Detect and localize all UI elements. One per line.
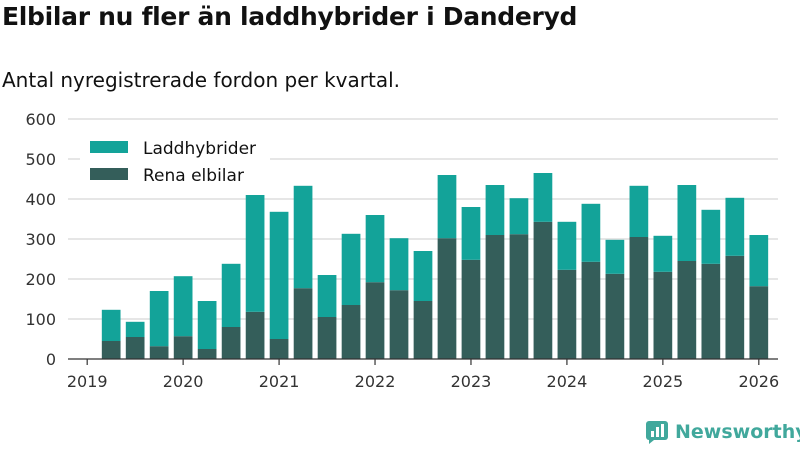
bar-rena-elbilar [653,271,673,359]
bar-laddhybrider [245,195,265,312]
bar-rena-elbilar [197,349,217,359]
bar-laddhybrider [437,175,457,239]
legend-swatch [90,141,128,153]
bar-rena-elbilar [629,237,649,359]
bar-rena-elbilar [317,317,337,359]
bar-laddhybrider [461,207,481,260]
bar-laddhybrider [485,185,505,235]
bar-rena-elbilar [365,282,385,359]
x-tick-label: 2022 [355,372,396,391]
newsworthy-logo-icon [646,421,668,444]
bar-rena-elbilar [605,273,625,359]
bar-laddhybrider [677,185,697,261]
bar-laddhybrider [293,185,313,289]
legend-label: Laddhybrider [143,139,256,159]
y-tick-label: 0 [46,350,56,369]
x-tick-label: 2025 [643,372,684,391]
bar-laddhybrider [341,233,361,305]
bar-laddhybrider [509,198,529,235]
x-tick-label: 2021 [259,372,300,391]
bar-rena-elbilar [461,259,481,359]
bar-laddhybrider [365,215,385,283]
bar-rena-elbilar [125,337,145,359]
bar-rena-elbilar [533,221,553,359]
brand-logo: Newsworthy [645,420,800,444]
brand-name: Newsworthy [675,421,800,443]
bar-laddhybrider [221,263,241,327]
x-tick-label: 2026 [738,372,779,391]
bar-rena-elbilar [557,269,577,359]
bar-laddhybrider [605,239,625,274]
bar-laddhybrider [389,238,409,291]
bar-laddhybrider [629,185,649,237]
y-tick-label: 400 [25,190,56,209]
bar-rena-elbilar [101,341,121,359]
bar-laddhybrider [173,276,193,337]
bar-rena-elbilar [509,234,529,359]
y-tick-label: 500 [25,150,56,169]
x-tick-label: 2020 [163,372,204,391]
bar-laddhybrider [749,235,769,287]
bar-laddhybrider [413,251,433,301]
bar-laddhybrider [317,275,337,317]
x-tick-label: 2019 [67,372,108,391]
bar-rena-elbilar [701,263,721,359]
bar-laddhybrider [269,211,289,339]
bar-rena-elbilar [149,346,169,359]
bar-rena-elbilar [221,327,241,359]
bar-laddhybrider [581,203,601,262]
chart-title: Elbilar nu fler än laddhybrider i Dander… [2,2,578,31]
bar-rena-elbilar [341,305,361,359]
legend-label: Rena elbilar [143,166,244,186]
y-tick-label: 200 [25,270,56,289]
bar-rena-elbilar [677,261,697,359]
chart-subtitle: Antal nyregistrerade fordon per kvartal. [2,68,401,92]
bar-rena-elbilar [389,290,409,359]
x-tick-label: 2023 [451,372,492,391]
bar-laddhybrider [557,221,577,270]
bar-rena-elbilar [485,235,505,359]
bar-laddhybrider [701,209,721,264]
bar-rena-elbilar [749,286,769,359]
bar-laddhybrider [125,321,145,337]
bar-rena-elbilar [437,238,457,359]
legend-swatch [90,168,128,180]
bar-laddhybrider [725,197,745,256]
y-tick-label: 100 [25,310,56,329]
bar-rena-elbilar [413,301,433,359]
bar-rena-elbilar [173,336,193,359]
bar-laddhybrider [653,235,673,272]
bar-rena-elbilar [725,255,745,359]
bar-rena-elbilar [581,261,601,359]
x-tick-label: 2024 [547,372,588,391]
bar-laddhybrider [533,173,553,222]
y-tick-label: 300 [25,230,56,249]
bar-rena-elbilar [245,311,265,359]
bar-laddhybrider [197,301,217,349]
y-tick-label: 600 [25,110,56,129]
bar-rena-elbilar [269,339,289,359]
bar-rena-elbilar [293,288,313,359]
bar-laddhybrider [149,291,169,347]
bar-laddhybrider [101,309,121,341]
